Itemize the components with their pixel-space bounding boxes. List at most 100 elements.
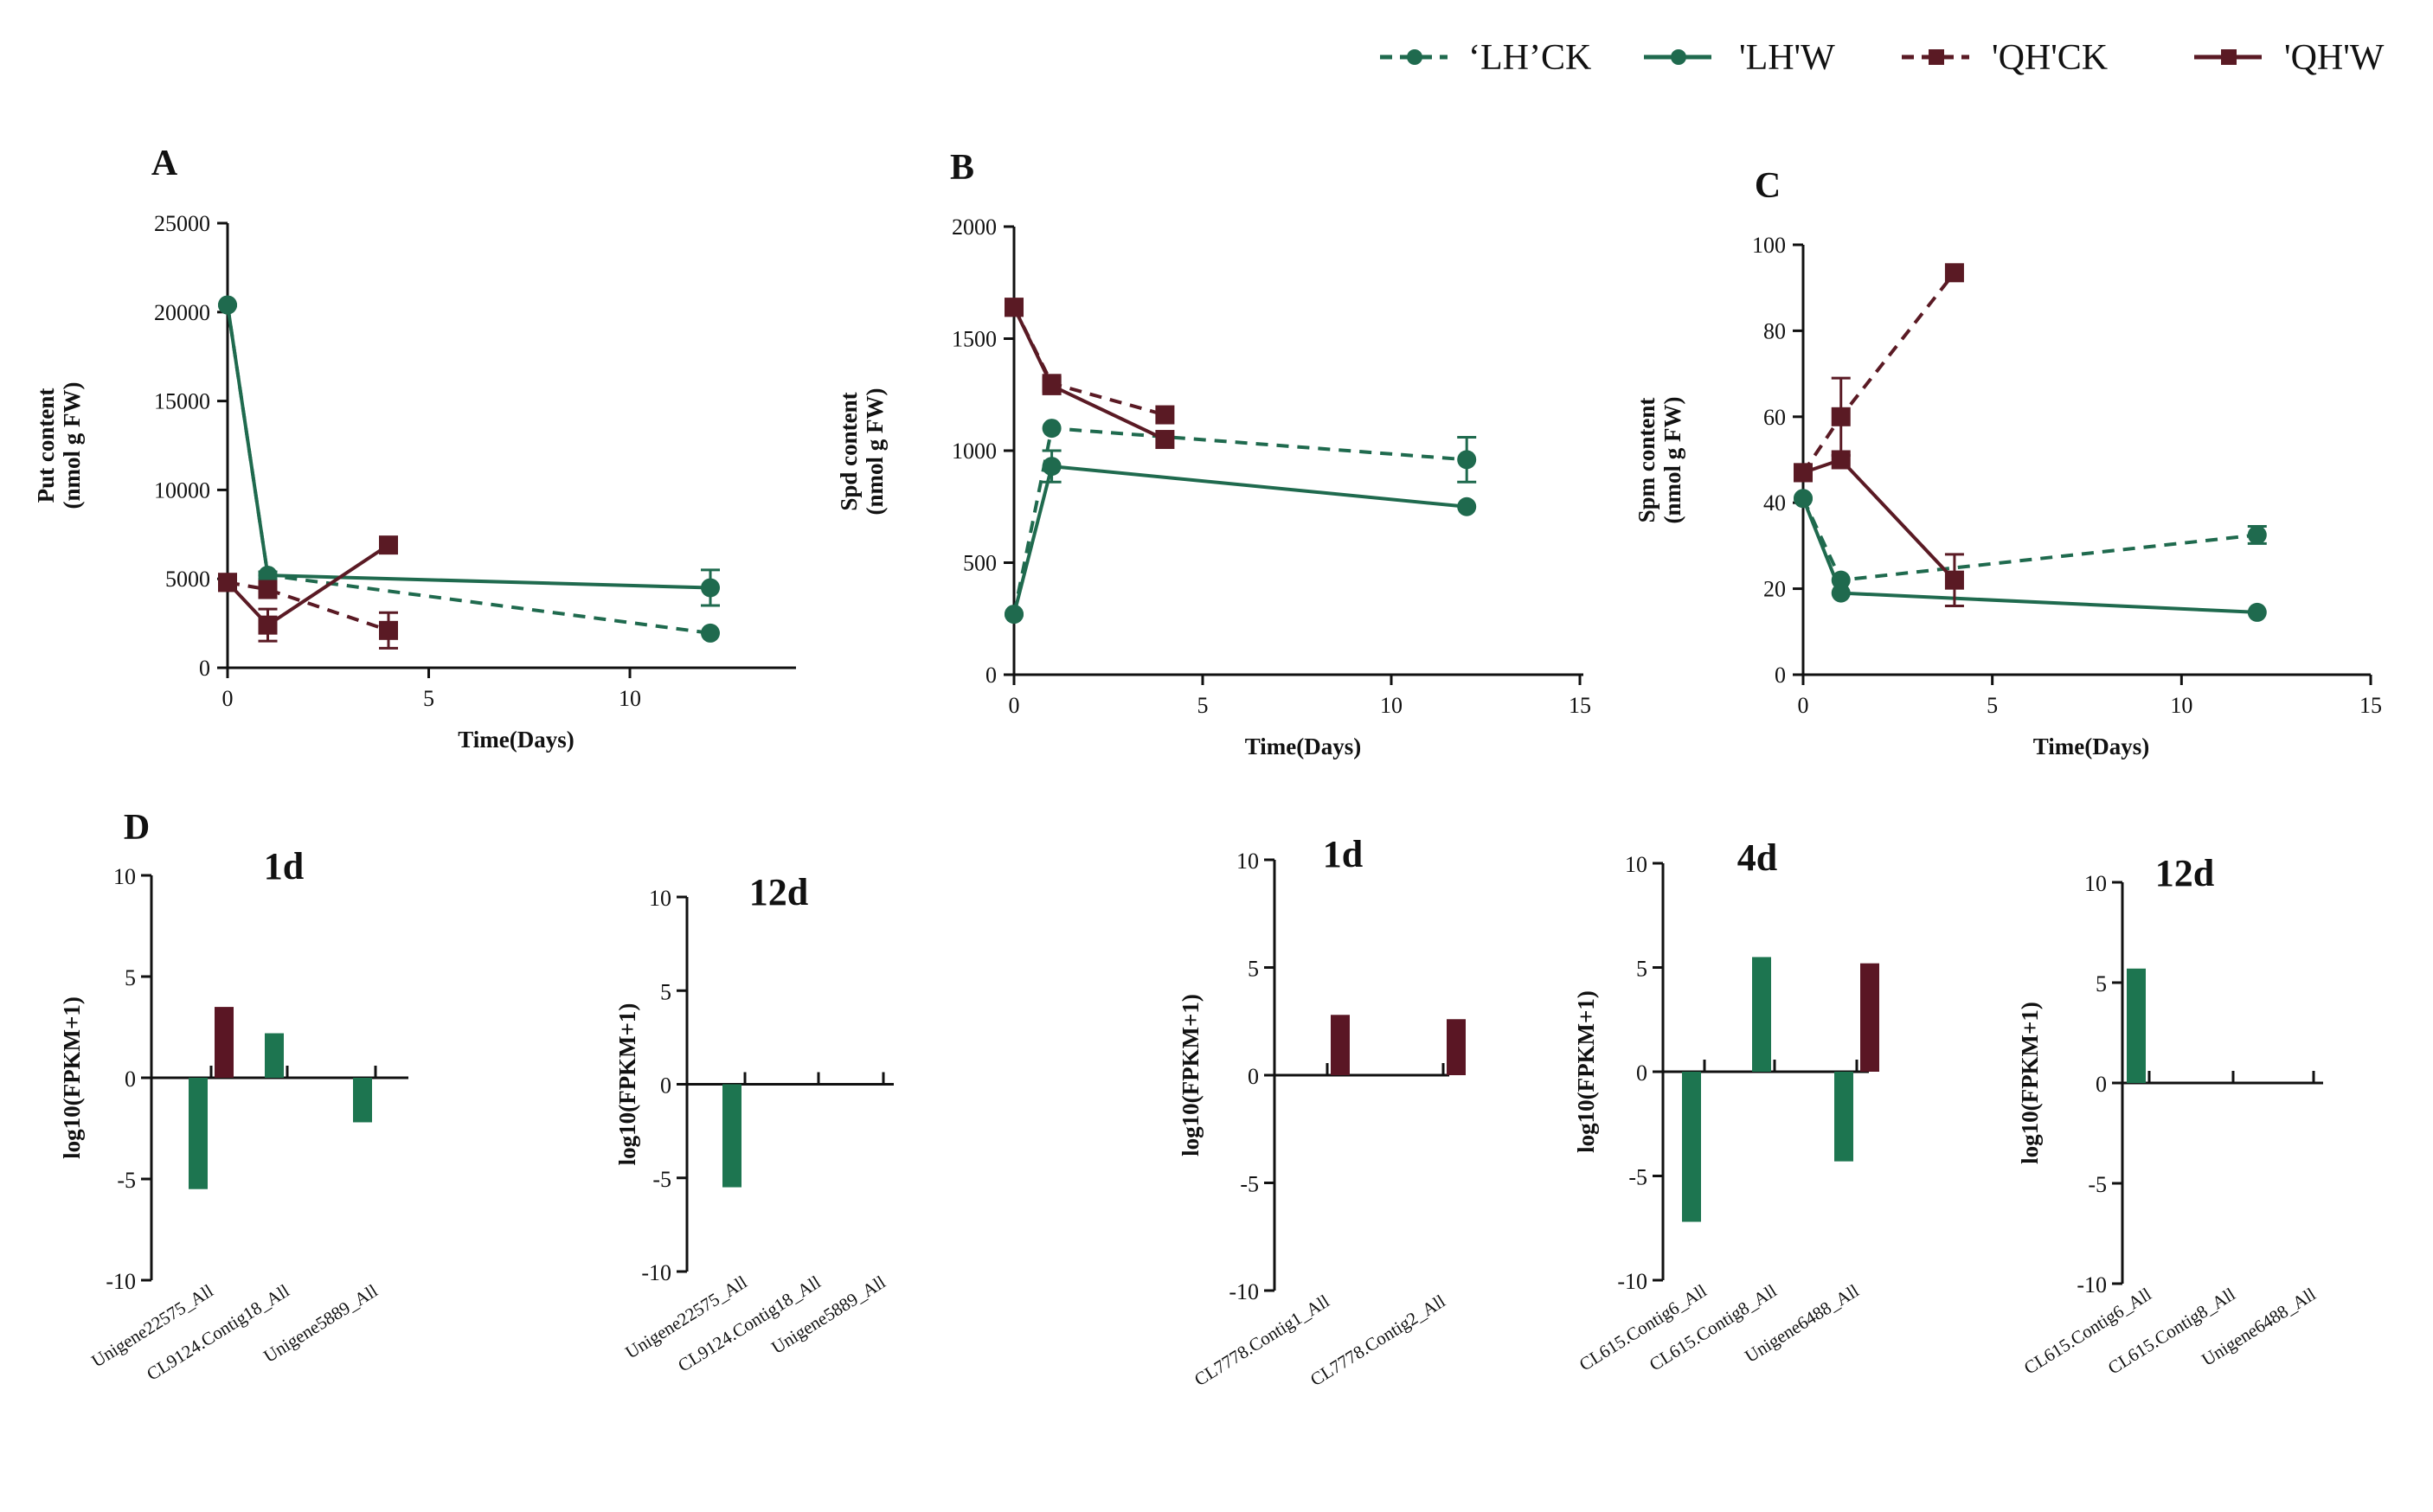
data-point-square <box>1831 450 1851 470</box>
category-label: Unigene5889_All <box>767 1272 889 1358</box>
legend-circle-marker <box>1671 49 1686 65</box>
bar-qh-1 <box>1331 1015 1350 1075</box>
chart-title: 1d <box>1323 833 1363 875</box>
series-qh-w <box>218 535 398 643</box>
y-axis-title-line-1: Spd content <box>836 392 862 510</box>
y-tick-label: 2000 <box>952 215 997 240</box>
series-line <box>1802 458 1956 582</box>
panel-b-spd-chart: B 0 500 1000 1500 2000 0 5 10 15 Time(Days) Spd con… <box>836 148 1591 759</box>
panel-d-1d-bar-chart-right: 1d-10-50510log10(FPKM+1)CL7778.Contig1_A… <box>1178 833 1466 1390</box>
y-tick-label: 0 <box>1636 1060 1647 1086</box>
bar-lh-1 <box>722 1084 741 1188</box>
x-axis-title: Time(Days) <box>2033 734 2150 759</box>
panel-c-spm-chart: C 0 20 40 60 80 100 0 5 10 15 Time(Days) Spm content… <box>1634 166 2382 759</box>
legend-entry-4: 'QH'W <box>2194 38 2385 78</box>
data-point-circle <box>1831 583 1851 603</box>
series-line <box>227 580 389 632</box>
y-tick-label: 25000 <box>154 211 210 236</box>
data-point-circle <box>1042 419 1062 439</box>
y-axis-title: log10(FPKM+1) <box>614 1003 640 1166</box>
y-tick-label: 0 <box>985 663 997 688</box>
y-axis-title: log10(FPKM+1) <box>2017 1002 2043 1164</box>
data-point-circle <box>1794 489 1813 509</box>
series-lh-ck <box>1005 419 1477 625</box>
x-tick-label: 0 <box>1009 693 1020 718</box>
data-point-circle <box>701 623 720 643</box>
legend-label: 'LH'W <box>1739 38 1835 78</box>
series-lh-w <box>1794 489 2267 622</box>
x-tick-label: 10 <box>2170 693 2192 718</box>
x-tick-label: 0 <box>1798 693 1809 718</box>
data-point-square <box>1042 375 1062 395</box>
y-axis-title: Spm content (nmol g FW) <box>1634 397 1685 524</box>
y-tick-label: 10000 <box>154 477 210 503</box>
y-tick-label: 60 <box>1763 405 1786 430</box>
bar-lh-3 <box>1834 1072 1853 1162</box>
x-axis-title: Time(Days) <box>458 727 575 753</box>
data-point-circle <box>218 295 237 315</box>
series-lh-w <box>1005 449 1477 625</box>
series-qh-ck <box>1794 263 1964 483</box>
y-tick-label: 0 <box>660 1073 671 1099</box>
bar-lh-2 <box>1752 957 1771 1072</box>
category-label: CL615.Contig6_All <box>1576 1280 1711 1375</box>
series-qh-ck <box>218 573 398 650</box>
y-tick-label: -5 <box>652 1167 671 1192</box>
bar-lh-1 <box>2127 968 2146 1083</box>
data-point-circle <box>1457 450 1477 470</box>
y-tick-label: 0 <box>199 656 210 681</box>
category-label: CL9124.Contig18_All <box>143 1280 293 1385</box>
y-axis-title-line-2: (nmol g FW) <box>862 388 888 516</box>
y-tick-label: 500 <box>963 551 997 576</box>
panel-a-put-chart: A 0 5000 10000 15000 20000 25000 0 5 10 Time(Days)… <box>33 144 796 753</box>
panel-letter: C <box>1755 166 1781 206</box>
series-line <box>1012 306 1166 441</box>
y-axis-title-text: log10(FPKM+1) <box>1178 994 1204 1156</box>
x-tick-label: 15 <box>2359 693 2382 718</box>
y-tick-label: -5 <box>2088 1172 2107 1197</box>
y-tick-label: 1000 <box>952 439 997 464</box>
legend-entry-1: ‘LH’CK <box>1380 38 1591 78</box>
y-tick-label: -10 <box>106 1269 136 1294</box>
data-point-square <box>379 535 398 555</box>
y-tick-label: 10 <box>2084 871 2107 896</box>
data-point-square <box>1155 405 1175 425</box>
y-tick-label: 1500 <box>952 327 997 352</box>
series-qh-w <box>1005 298 1175 450</box>
legend-square-marker <box>2221 49 2237 65</box>
y-tick-label: 20000 <box>154 300 210 325</box>
series-qh-w <box>1794 450 1964 607</box>
chart-title: 12d <box>749 871 808 913</box>
series-line <box>1012 426 1467 615</box>
chart-title: 12d <box>2155 852 2214 894</box>
data-point-square <box>258 615 278 635</box>
legend-square-marker <box>1929 49 1944 65</box>
y-tick-label: 80 <box>1763 318 1786 343</box>
panel-letter: D <box>124 808 150 848</box>
y-tick-label: 0 <box>2096 1072 2107 1097</box>
data-point-square <box>218 573 237 593</box>
chart-title: 4d <box>1737 836 1777 879</box>
y-tick-label: -5 <box>1628 1165 1647 1190</box>
y-tick-label: 100 <box>1752 233 1786 258</box>
data-point-square <box>1944 570 1964 590</box>
series-line <box>226 304 711 590</box>
y-axis-title: log10(FPKM+1) <box>1178 994 1204 1156</box>
series-lh-w <box>218 295 720 607</box>
data-point-square <box>1794 463 1813 483</box>
data-point-circle <box>1005 605 1024 625</box>
y-tick-label: 15000 <box>154 389 210 414</box>
series-line <box>1801 497 2257 614</box>
y-axis-title-line-1: Spm content <box>1634 398 1659 523</box>
x-tick-label: 10 <box>1380 693 1403 718</box>
y-axis-title: Put content (nmol g FW) <box>33 382 85 509</box>
data-point-circle <box>1042 457 1062 477</box>
data-point-square <box>1831 407 1851 426</box>
panel-letter: A <box>151 144 178 183</box>
legend-entry-2: 'LH'W <box>1644 38 1835 78</box>
y-tick-label: 20 <box>1763 577 1786 602</box>
x-tick-label: 5 <box>1987 693 1998 718</box>
y-tick-label: 10 <box>1625 852 1647 877</box>
data-point-square <box>258 580 278 599</box>
